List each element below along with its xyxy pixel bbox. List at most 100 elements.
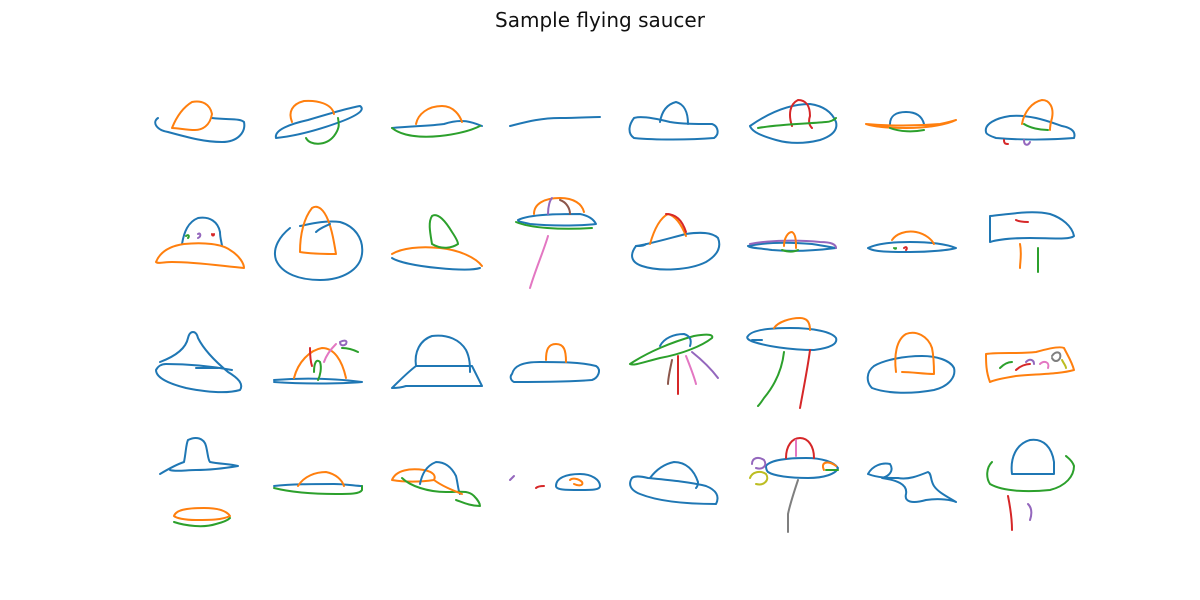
sketch-2-4	[515, 197, 597, 289]
stroke	[391, 468, 436, 483]
stroke	[155, 331, 243, 394]
sketch-2-8	[989, 211, 1075, 273]
stroke	[891, 230, 935, 245]
stroke	[999, 361, 1013, 369]
sketch-2-3	[391, 214, 483, 271]
sketch-2-1	[155, 216, 245, 269]
stroke	[749, 239, 837, 249]
stroke	[273, 377, 363, 385]
stroke	[173, 517, 231, 528]
sketch-4-2	[273, 471, 363, 495]
stroke	[509, 475, 515, 481]
stroke	[391, 365, 483, 389]
stroke	[1015, 219, 1029, 223]
stroke	[984, 114, 1076, 141]
stroke	[323, 343, 337, 363]
stroke	[289, 99, 335, 123]
stroke	[1023, 123, 1049, 131]
stroke	[765, 457, 839, 479]
stroke	[391, 125, 481, 138]
stroke	[401, 477, 481, 507]
sketch-3-1	[155, 331, 243, 394]
stroke	[903, 246, 908, 251]
stroke	[533, 197, 585, 215]
stroke	[309, 347, 313, 367]
stroke	[299, 205, 337, 255]
stroke	[866, 355, 956, 394]
stroke	[547, 197, 553, 215]
stroke	[545, 343, 567, 363]
stroke	[415, 105, 463, 125]
stroke	[822, 461, 837, 471]
stroke	[341, 347, 359, 353]
stroke	[1023, 139, 1031, 146]
sketch-4-1	[159, 437, 239, 528]
stroke	[509, 361, 600, 383]
stroke	[273, 485, 363, 495]
stroke	[159, 437, 239, 475]
stroke	[894, 331, 935, 375]
stroke	[751, 456, 767, 470]
sketch-2-7	[867, 230, 957, 253]
stroke	[1015, 363, 1031, 371]
stroke	[414, 334, 471, 373]
stroke	[757, 351, 785, 407]
stroke	[787, 479, 799, 533]
sketch-1-3	[391, 105, 483, 138]
stroke	[173, 507, 231, 521]
sketch-1-6	[749, 99, 838, 144]
stroke	[171, 100, 213, 131]
stroke	[154, 117, 246, 143]
sketch-3-7	[866, 331, 956, 394]
stroke	[185, 234, 190, 239]
stroke	[433, 479, 463, 495]
stroke	[428, 214, 459, 249]
stroke	[391, 119, 483, 129]
sketch-1-4	[509, 116, 601, 127]
stroke	[1051, 351, 1062, 362]
stroke	[665, 213, 687, 233]
stroke	[747, 241, 837, 252]
sketch-4-4	[509, 473, 601, 491]
stroke	[783, 231, 797, 249]
sketch-3-2	[273, 339, 363, 385]
stroke	[181, 216, 223, 247]
sketch-2-2	[274, 205, 364, 281]
stroke	[781, 249, 799, 253]
stroke	[391, 257, 481, 271]
stroke	[629, 475, 719, 505]
stroke	[659, 333, 692, 347]
stroke	[1007, 495, 1013, 531]
sketch-3-8	[985, 346, 1075, 383]
stroke	[273, 483, 363, 487]
sketch-4-5	[629, 461, 719, 505]
stroke	[746, 327, 838, 351]
stroke	[691, 351, 719, 379]
stroke	[889, 127, 925, 133]
sketch-4-7	[867, 462, 957, 503]
stroke	[419, 461, 461, 495]
sketch-3-3	[391, 334, 483, 389]
stroke	[559, 199, 571, 215]
stroke	[339, 339, 348, 347]
stroke	[297, 471, 345, 487]
stroke	[1010, 438, 1055, 475]
stroke	[555, 473, 601, 491]
stroke	[893, 247, 897, 250]
stroke	[649, 461, 699, 489]
sketch-1-5	[628, 101, 719, 141]
sketch-4-8	[986, 438, 1075, 531]
stroke	[1039, 360, 1050, 369]
stroke	[517, 213, 597, 227]
sketch-4-6	[749, 437, 839, 533]
stroke	[313, 359, 322, 381]
stroke	[685, 355, 697, 385]
stroke	[1003, 139, 1009, 145]
stroke	[628, 116, 719, 141]
stroke	[667, 359, 673, 385]
stroke	[629, 333, 714, 366]
stroke	[569, 477, 584, 487]
stroke	[1021, 99, 1054, 131]
stroke	[315, 223, 331, 233]
